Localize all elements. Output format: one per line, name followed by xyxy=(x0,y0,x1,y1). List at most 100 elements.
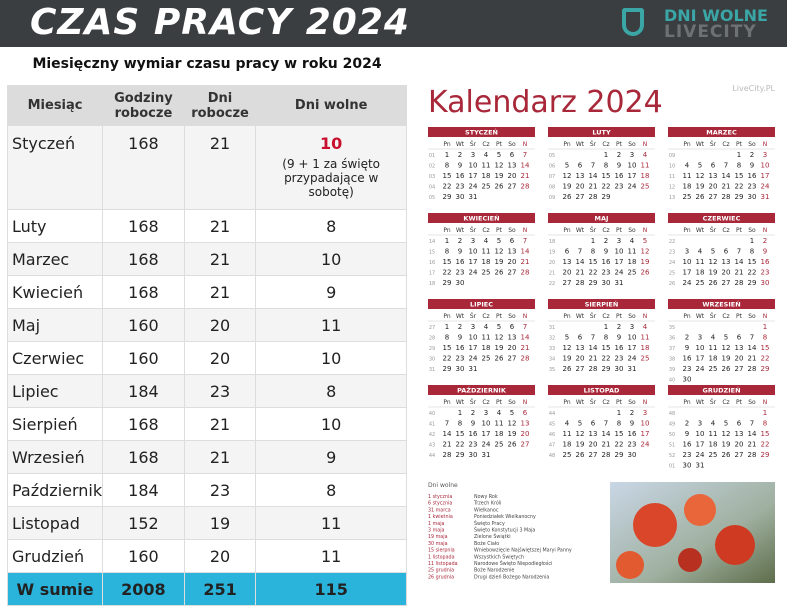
day: 24 xyxy=(615,269,624,277)
holiday-date: 11 listopada xyxy=(428,561,458,567)
day: 20 xyxy=(589,441,598,449)
day: 14 xyxy=(589,172,598,180)
day: 6 xyxy=(724,248,729,256)
day: 17 xyxy=(469,344,478,352)
day: 28 xyxy=(443,451,452,459)
day: 4 xyxy=(643,151,648,159)
month-header xyxy=(668,299,775,309)
day: 13 xyxy=(576,344,585,352)
cell-value: 19 xyxy=(209,513,231,533)
day: 6 xyxy=(737,334,742,342)
day: 30 xyxy=(748,193,757,201)
day: 22 xyxy=(443,355,452,363)
week-number: 22 xyxy=(549,281,555,287)
column-header: Godziny robocze xyxy=(102,85,185,126)
day: 18 xyxy=(495,430,504,438)
day: 17 xyxy=(696,441,705,449)
table-cell: 8 xyxy=(255,209,407,243)
day: 24 xyxy=(696,365,705,373)
cell-value: Listopad xyxy=(12,513,80,533)
cell-value: 11 xyxy=(320,546,342,566)
day: 20 xyxy=(735,355,744,363)
day: 21 xyxy=(722,183,731,191)
table-row: Styczeń 168 21 10 (9 + 1 za święto przypadaj… xyxy=(6,125,407,210)
cell-value: 160 xyxy=(128,546,159,566)
month-name: SIERPIEŃ xyxy=(585,300,619,309)
day: 7 xyxy=(523,151,527,159)
weekday: Śr xyxy=(710,399,717,406)
day: 9 xyxy=(617,162,621,170)
day: 20 xyxy=(508,344,517,352)
day: 23 xyxy=(615,355,624,363)
month-header xyxy=(428,299,535,309)
weekday: N xyxy=(643,399,648,406)
month-name: PAŹDZIERNIK xyxy=(457,386,507,395)
day: 23 xyxy=(602,269,611,277)
week-number: 50 xyxy=(669,432,675,438)
day: 27 xyxy=(735,365,744,373)
day: 22 xyxy=(735,183,744,191)
day: 7 xyxy=(750,334,754,342)
day: 21 xyxy=(521,344,530,352)
month-header xyxy=(548,127,655,137)
day: 9 xyxy=(458,162,462,170)
day: 5 xyxy=(698,162,702,170)
table-cell: 152 xyxy=(102,506,185,540)
week-number: 48 xyxy=(669,411,675,417)
month-header xyxy=(548,213,655,223)
day: 17 xyxy=(641,430,650,438)
day: 2 xyxy=(630,409,634,417)
weekday: Wt xyxy=(696,227,705,234)
day: 19 xyxy=(722,355,731,363)
day: 27 xyxy=(735,451,744,459)
table-cell: Sierpień xyxy=(6,407,104,441)
day: 8 xyxy=(737,162,741,170)
week-number: 06 xyxy=(549,164,555,170)
weekday: Pt xyxy=(616,313,623,320)
day: 6 xyxy=(578,162,583,170)
cell-value: Maj xyxy=(12,315,41,335)
day: 27 xyxy=(709,193,718,201)
logo-text: LIVECITY xyxy=(664,22,757,42)
day: 9 xyxy=(471,420,475,428)
day: 16 xyxy=(615,172,624,180)
day: 14 xyxy=(443,430,452,438)
week-number: 40 xyxy=(669,378,675,384)
logo-icon xyxy=(622,8,644,36)
table-cell: Czerwiec xyxy=(6,341,104,375)
day: 12 xyxy=(722,430,731,438)
day: 6 xyxy=(711,162,716,170)
day: 14 xyxy=(602,430,611,438)
day: 7 xyxy=(750,420,754,428)
day: 3 xyxy=(763,151,767,159)
day: 30 xyxy=(761,279,770,287)
day: 18 xyxy=(709,355,718,363)
weekday: Śr xyxy=(470,227,477,234)
weekday: Śr xyxy=(470,141,477,148)
week-number: 09 xyxy=(549,195,555,201)
weekday: Śr xyxy=(710,313,717,320)
weekday: Pn xyxy=(443,141,451,148)
day: 1 xyxy=(763,409,767,417)
day: 28 xyxy=(722,193,731,201)
holiday-name: Trzech Króli xyxy=(473,500,501,507)
day: 25 xyxy=(628,269,637,277)
day: 18 xyxy=(683,183,692,191)
day: 4 xyxy=(630,237,635,245)
month-name: LISTOPAD xyxy=(584,387,620,395)
day: 24 xyxy=(641,441,650,449)
cell-value: 21 xyxy=(209,249,231,269)
day: 17 xyxy=(628,172,637,180)
cell-value: Kwiecień xyxy=(12,282,84,302)
weekday: Pn xyxy=(683,313,691,320)
weekday: Wt xyxy=(456,399,465,406)
week-number: 52 xyxy=(669,453,675,459)
weekday: Pn xyxy=(563,399,571,406)
day: 10 xyxy=(482,420,491,428)
day: 15 xyxy=(589,258,598,266)
day: 28 xyxy=(521,355,530,363)
day: 23 xyxy=(469,441,478,449)
day: 29 xyxy=(443,193,452,201)
weekday: Cz xyxy=(722,141,729,148)
table-cell: 21 xyxy=(183,275,257,309)
